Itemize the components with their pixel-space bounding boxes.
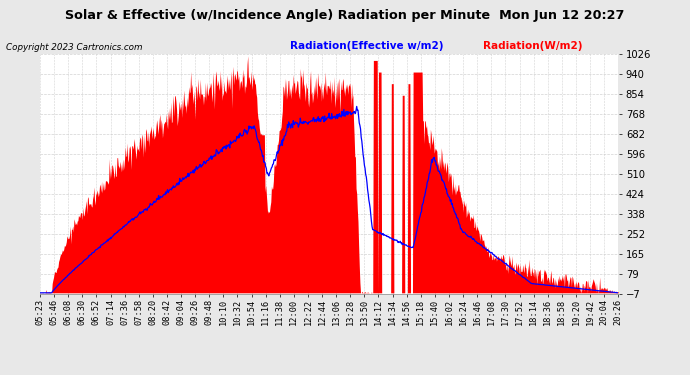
Text: Radiation(W/m2): Radiation(W/m2) xyxy=(483,41,582,51)
Text: Copyright 2023 Cartronics.com: Copyright 2023 Cartronics.com xyxy=(6,43,142,52)
Text: Radiation(Effective w/m2): Radiation(Effective w/m2) xyxy=(290,41,443,51)
Text: Solar & Effective (w/Incidence Angle) Radiation per Minute  Mon Jun 12 20:27: Solar & Effective (w/Incidence Angle) Ra… xyxy=(66,9,624,22)
